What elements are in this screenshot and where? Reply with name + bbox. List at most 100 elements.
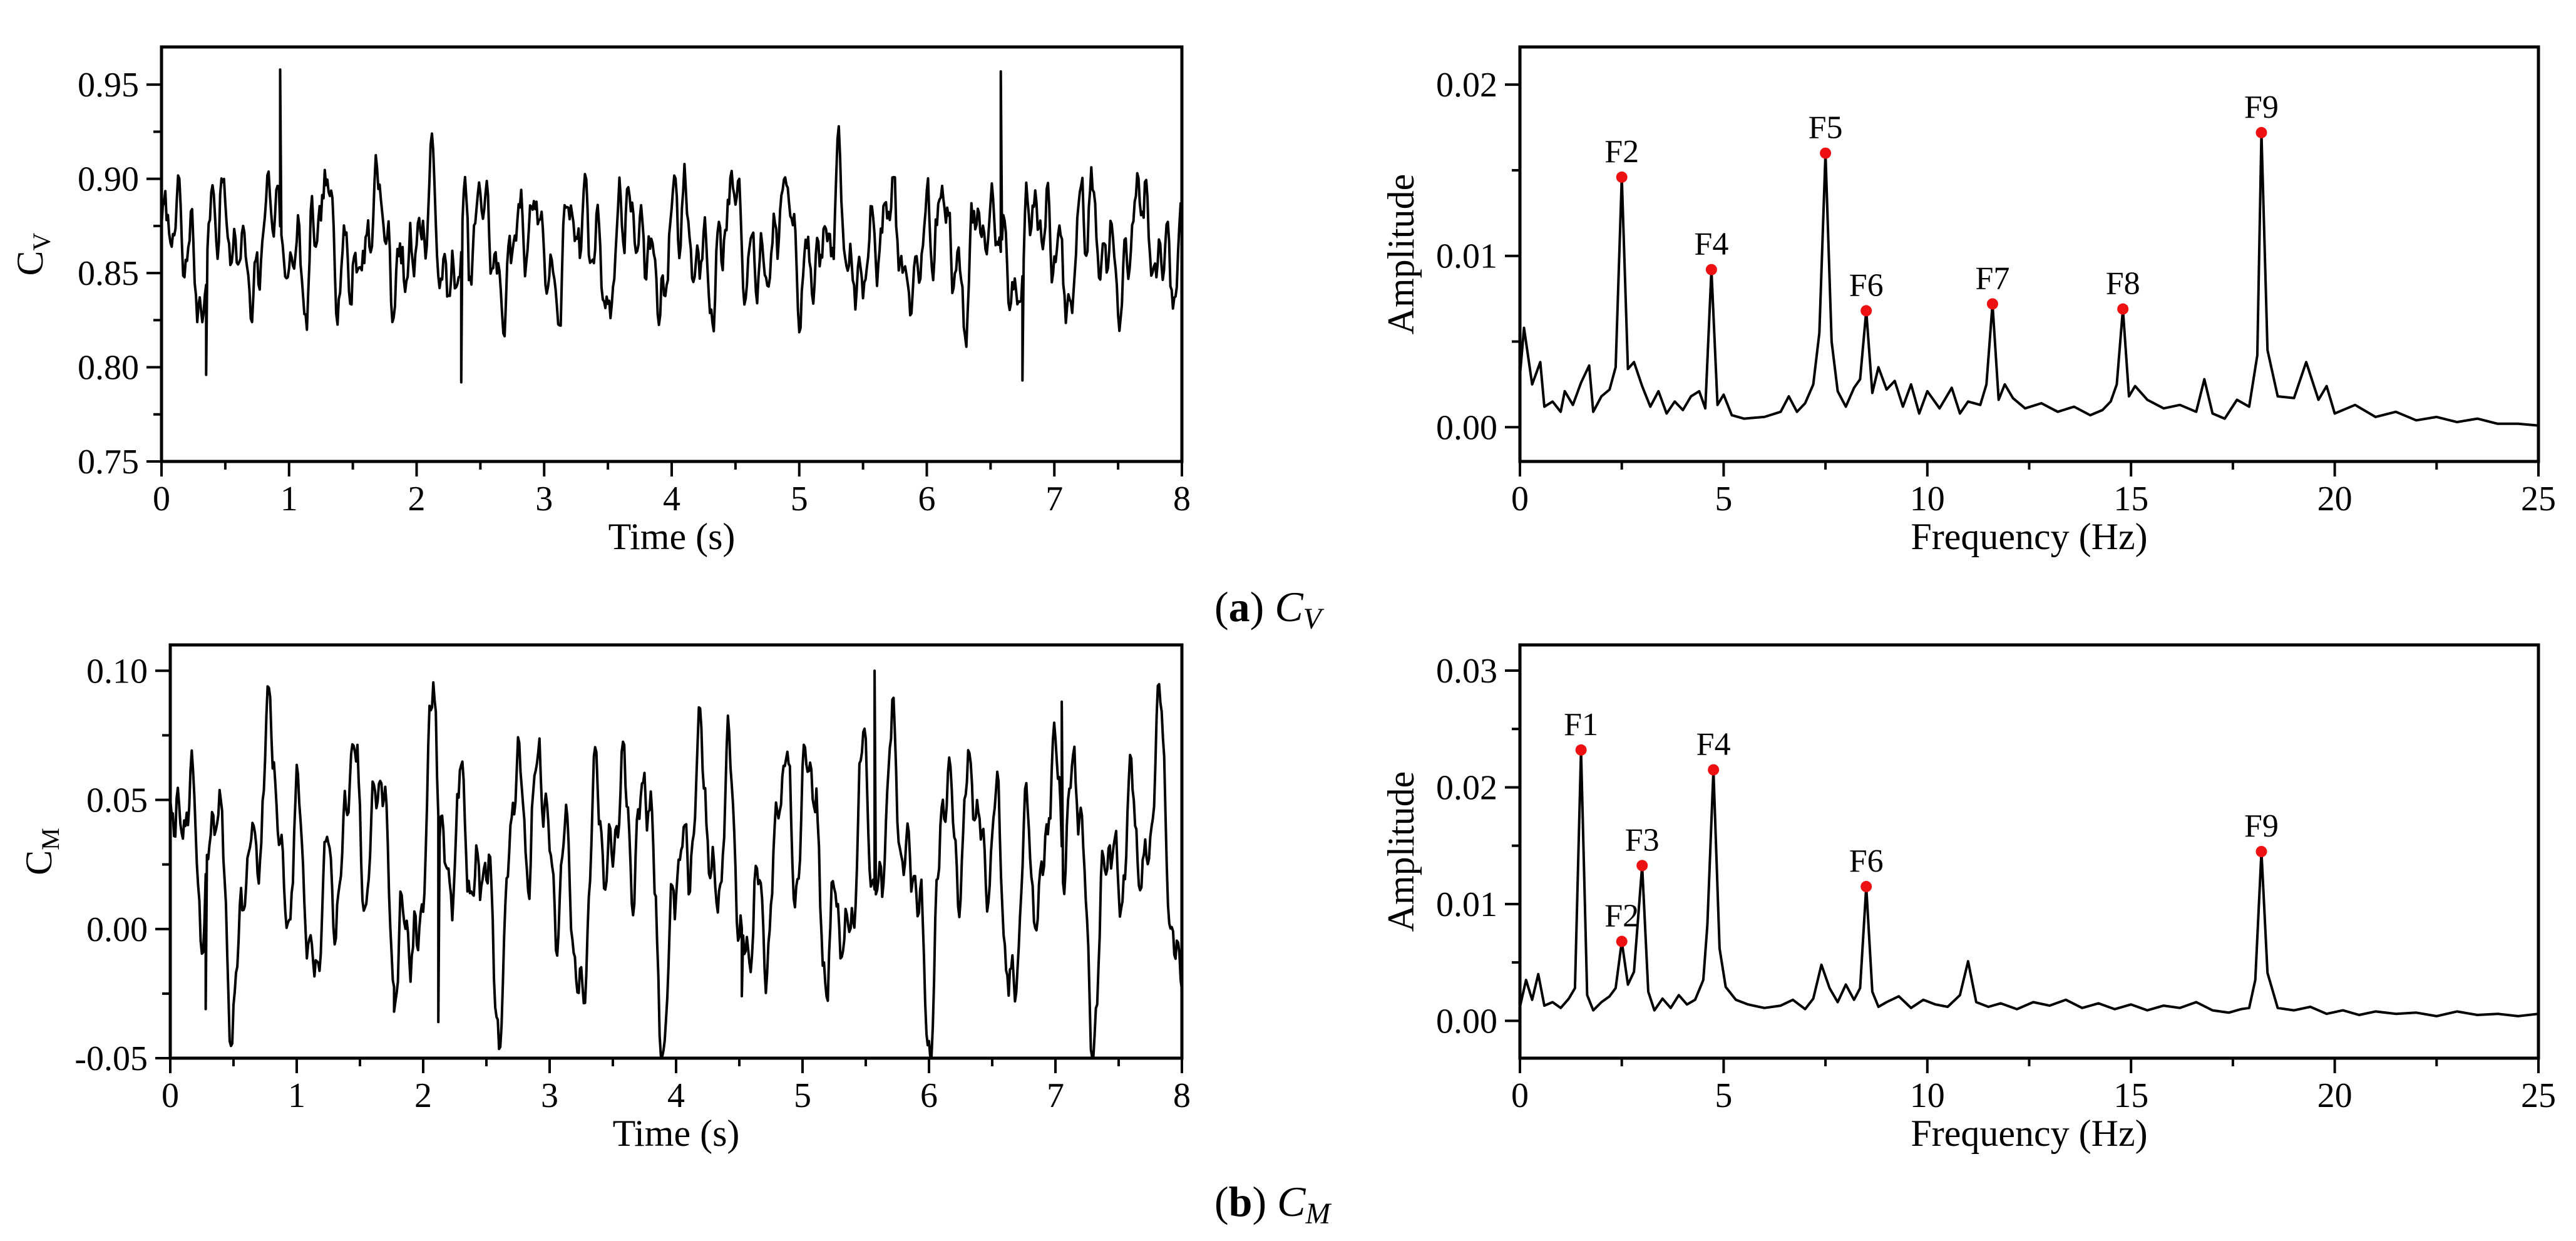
x-tick-label: 0 bbox=[153, 480, 170, 518]
x-axis-label: Time (s) bbox=[608, 516, 736, 557]
peak-label-f6: F6 bbox=[1849, 843, 1884, 879]
x-tick-label: 8 bbox=[1173, 1076, 1191, 1115]
x-tick-label: 3 bbox=[535, 480, 553, 518]
x-tick-label: 0 bbox=[1511, 480, 1529, 518]
y-tick-label: 0.10 bbox=[86, 652, 148, 691]
x-tick-label: 15 bbox=[2113, 480, 2148, 518]
y-axis-label: CV bbox=[9, 232, 56, 275]
peak-label-f4: F4 bbox=[1694, 227, 1728, 262]
chart-cv-fft: 0 5 10 15 20 25 0.00 0.01 0.02 Frequency (Hz) Ampl… bbox=[1380, 45, 2556, 557]
y-tick-label: 0.05 bbox=[86, 781, 148, 820]
caption-b-subscript: M bbox=[1305, 1197, 1331, 1230]
peak-label-f3: F3 bbox=[1625, 822, 1660, 858]
y-axis-label-subscript: V bbox=[28, 232, 56, 250]
caption-b-label: b bbox=[1228, 1178, 1253, 1225]
x-tick-label: 3 bbox=[541, 1076, 558, 1115]
x-tick-label: 25 bbox=[2521, 480, 2556, 518]
peak-label-f9: F9 bbox=[2244, 808, 2279, 844]
peak-marker-f4 bbox=[1705, 264, 1717, 275]
plot-frame bbox=[160, 45, 1184, 463]
y-tick-label: 0.00 bbox=[1436, 1002, 1497, 1041]
peak-marker-f7 bbox=[1986, 298, 1998, 310]
y-tick-label: 0.85 bbox=[78, 254, 139, 293]
caption-a-label: a bbox=[1228, 583, 1250, 631]
peak-label-f2: F2 bbox=[1604, 134, 1639, 170]
x-tick-label: 7 bbox=[1045, 480, 1063, 518]
x-tick-label: 4 bbox=[663, 480, 680, 518]
chart-cv-time: 0 1 2 3 4 5 6 7 8 0.75 0.80 0.85 0.90 0.95 Time (s) CV bbox=[9, 45, 1191, 557]
x-tick-label: 5 bbox=[1715, 1076, 1732, 1115]
peak-marker-f8 bbox=[2117, 303, 2129, 315]
y-tick-label: 0.90 bbox=[78, 160, 139, 199]
x-tick-label: 7 bbox=[1047, 1076, 1064, 1115]
peak-label-f1: F1 bbox=[1564, 707, 1598, 743]
peak-label-f5: F5 bbox=[1809, 110, 1843, 146]
peak-label-f7: F7 bbox=[1975, 260, 2009, 296]
peak-label-f6: F6 bbox=[1849, 267, 1884, 303]
y-axis-label: Amplitude bbox=[1380, 771, 1422, 932]
caption-a-subscript: V bbox=[1303, 602, 1321, 636]
y-tick-label: 0.01 bbox=[1436, 885, 1497, 924]
y-axis-label: Amplitude bbox=[1380, 174, 1422, 335]
x-tick-label: 8 bbox=[1173, 480, 1191, 518]
y-tick-label: 0.00 bbox=[1436, 408, 1497, 447]
peak-marker-f2 bbox=[1616, 935, 1628, 947]
plot-frame bbox=[1518, 45, 2540, 463]
y-tick-label: 0.95 bbox=[78, 66, 139, 105]
y-tick-label: 0.80 bbox=[78, 349, 139, 388]
y-tick-label: 0.01 bbox=[1436, 237, 1497, 276]
series-line bbox=[160, 68, 1183, 384]
caption-b: (b) CM bbox=[1214, 1178, 1331, 1230]
peak-marker-f1 bbox=[1575, 744, 1587, 756]
x-tick-label: 0 bbox=[162, 1076, 179, 1115]
x-axis-label: Time (s) bbox=[613, 1113, 740, 1154]
x-tick-label: 0 bbox=[1511, 1076, 1529, 1115]
x-tick-label: 5 bbox=[794, 1076, 811, 1115]
y-axis-label-subscript: M bbox=[36, 828, 64, 850]
peak-label-f8: F8 bbox=[2106, 266, 2140, 302]
x-tick-label: 20 bbox=[2317, 1076, 2353, 1115]
x-tick-label: 10 bbox=[1910, 480, 1945, 518]
peak-marker-f6 bbox=[1860, 880, 1872, 892]
plot-frame bbox=[1518, 643, 2540, 1060]
series-line bbox=[169, 669, 1183, 1058]
peak-label-f9: F9 bbox=[2244, 90, 2279, 125]
x-tick-label: 25 bbox=[2521, 1076, 2556, 1115]
y-tick-label: 0.00 bbox=[86, 910, 148, 949]
x-tick-label: 6 bbox=[918, 480, 936, 518]
y-tick-label: 0.02 bbox=[1436, 768, 1497, 807]
series-line bbox=[1519, 748, 2539, 1017]
y-tick-label: 0.03 bbox=[1436, 652, 1497, 691]
x-axis-label: Frequency (Hz) bbox=[1911, 1113, 2147, 1154]
caption-b-symbol: C bbox=[1277, 1178, 1306, 1225]
series-line bbox=[1519, 131, 2539, 427]
x-tick-label: 2 bbox=[414, 1076, 432, 1115]
y-tick-label: -0.05 bbox=[74, 1039, 148, 1078]
x-tick-label: 20 bbox=[2317, 480, 2353, 518]
peak-marker-f3 bbox=[1636, 860, 1648, 872]
x-tick-label: 15 bbox=[2113, 1076, 2148, 1115]
y-axis-label: CM bbox=[18, 828, 64, 875]
x-tick-label: 5 bbox=[1715, 480, 1732, 518]
peak-label-f2: F2 bbox=[1604, 899, 1639, 934]
chart-cm-fft: 0 5 10 15 20 25 0.00 0.01 0.02 0.03 Frequency (Hz)… bbox=[1380, 643, 2556, 1154]
peak-marker-f6 bbox=[1860, 305, 1872, 317]
peak-marker-f2 bbox=[1616, 171, 1628, 183]
y-tick-label: 0.75 bbox=[78, 443, 139, 481]
x-tick-label: 2 bbox=[408, 480, 426, 518]
peak-marker-f9 bbox=[2255, 126, 2267, 138]
caption-a: (a) CV bbox=[1214, 583, 1321, 636]
x-tick-label: 1 bbox=[280, 480, 298, 518]
chart-cm-time: 0 1 2 3 4 5 6 7 8 -0.05 0.00 0.05 0.10 Time (s) CM bbox=[18, 643, 1191, 1154]
x-tick-label: 4 bbox=[667, 1076, 685, 1115]
x-tick-label: 6 bbox=[920, 1076, 938, 1115]
caption-a-symbol: C bbox=[1275, 583, 1303, 631]
x-tick-label: 5 bbox=[791, 480, 808, 518]
peak-marker-f4 bbox=[1708, 764, 1720, 776]
x-tick-label: 1 bbox=[288, 1076, 305, 1115]
peak-marker-f5 bbox=[1820, 147, 1832, 159]
peak-marker-f9 bbox=[2255, 846, 2267, 857]
x-tick-label: 10 bbox=[1910, 1076, 1945, 1115]
peak-label-f4: F4 bbox=[1696, 726, 1731, 762]
